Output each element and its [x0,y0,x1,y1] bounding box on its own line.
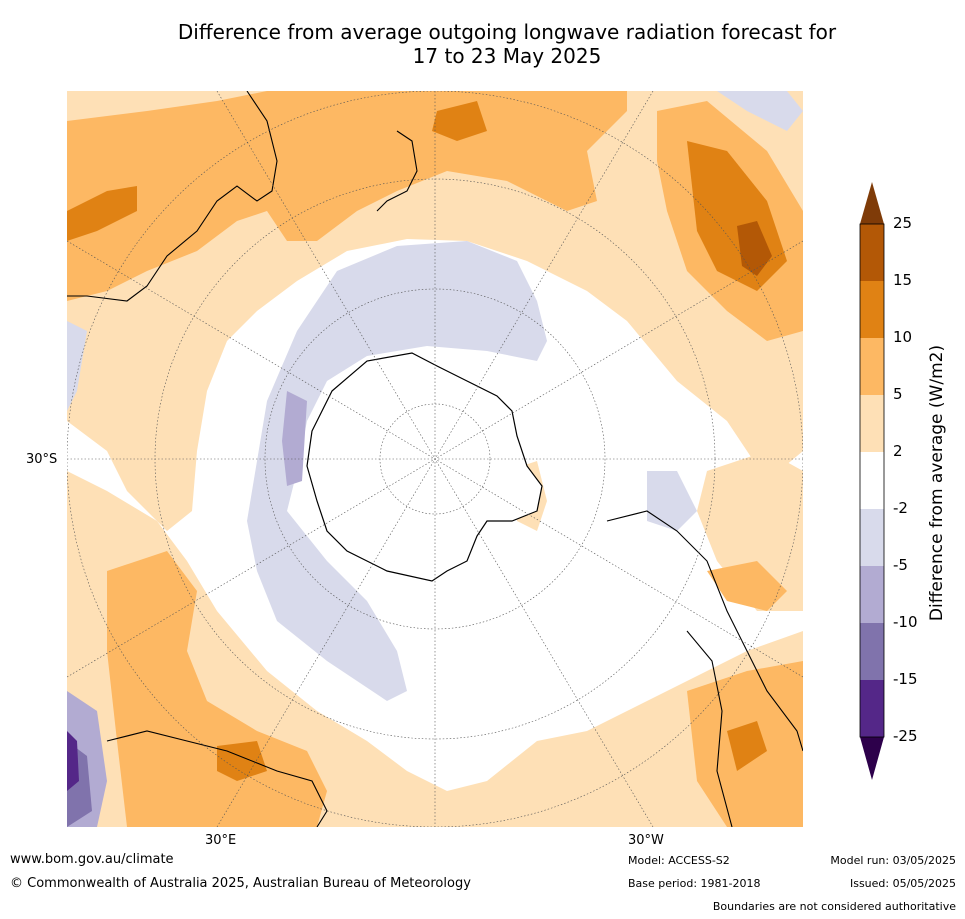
colorbar-band-2-5 [860,395,884,452]
colorbar-over-arrow [860,182,884,224]
colorbar-tick: -15 [893,670,918,688]
lon-label-30e: 30°E [205,833,237,848]
title-line-1: Difference from average outgoing longwav… [177,20,837,44]
region-ne-corner [717,91,803,131]
region-tasman [432,101,487,141]
colorbar-title: Difference from average (W/m2) [927,344,947,622]
lon-label-30w: 30°W [628,833,664,848]
region-drake-passage [647,471,697,531]
coast-africa [106,730,328,827]
region-west-edge [67,321,87,411]
colorbar-tick: -10 [893,613,918,631]
region-atlantic [707,561,787,611]
region-west-indian [107,551,327,827]
colorbar-band-15-25 [860,224,884,281]
disclaimer-text: Boundaries are not considered authoritat… [712,900,956,913]
lat-label-30s: 30°S [26,452,58,467]
colorbar-band-m25-m15 [860,680,884,737]
region-purple-streak [282,391,307,486]
colorbar-swatches [859,182,885,780]
colorbar: 25 15 10 5 2 -2 -5 -10 -15 -25 [850,180,960,785]
model-text: Model: ACCESS-S2 [628,854,730,867]
colorbar-tick: -5 [893,556,908,574]
colorbar-tick: 25 [893,214,913,232]
colorbar-band-m15-m10 [860,623,884,680]
colorbar-band-5-10 [860,338,884,395]
website-link[interactable]: www.bom.gov.au/climate [10,852,174,867]
coast-south-america-2 [686,630,733,827]
coastlines [67,91,803,827]
colorbar-band-m10-m5 [860,566,884,623]
colorbar-tick: 2 [893,442,903,460]
model-run-text: Model run: 03/05/2025 [830,854,956,867]
colorbar-band-m5-m2 [860,509,884,566]
colorbar-tick: -2 [893,499,908,517]
title-line-2: 17 to 23 May 2025 [412,44,602,68]
olr-anomaly-map [67,91,803,827]
region-west-purple-3 [67,731,79,791]
region-sa-core [727,721,767,771]
region-southern-ocean-ring [247,241,547,701]
colorbar-tick: -25 [893,727,918,745]
base-period-text: Base period: 1981-2018 [628,877,761,890]
region-indian-ocean-north [67,91,627,301]
coast-new-zealand [376,130,418,212]
region-east-atlantic [697,451,803,611]
colorbar-tick: 5 [893,385,903,403]
copyright-text: © Commonwealth of Australia 2025, Austra… [10,876,471,891]
coast-australia [67,91,278,302]
region-sw-core [217,741,267,781]
colorbar-band-10-15 [860,281,884,338]
graticule [67,91,803,827]
coast-south-america [606,510,803,752]
issued-text: Issued: 05/05/2025 [849,877,956,890]
map-title: Difference from average outgoing longwav… [67,20,947,68]
anomaly-neg-2-5-regions [67,91,803,701]
colorbar-under-arrow [860,737,884,780]
colorbar-tick: 10 [893,328,913,346]
antarctica [306,352,543,582]
colorbar-band-m2-2 [860,452,884,509]
colorbar-tick: 15 [893,271,913,289]
map-panel [67,91,803,827]
region-indian-core [67,186,137,241]
